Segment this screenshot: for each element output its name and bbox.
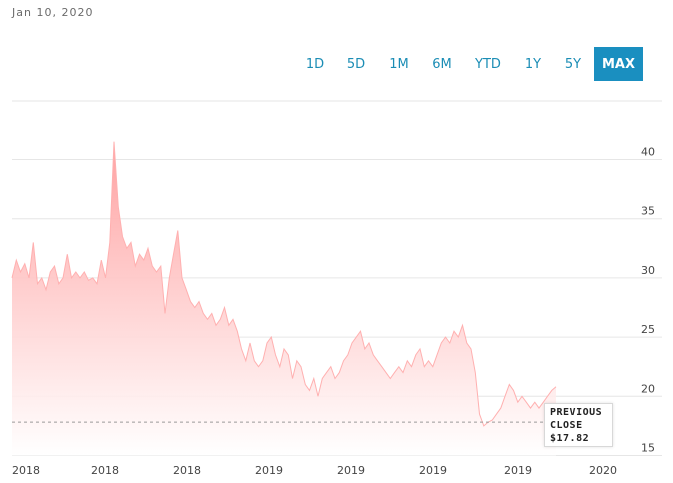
- y-axis-labels: 40 35 30 25 20 15: [641, 146, 655, 455]
- x-tick-label: 2018: [91, 464, 119, 477]
- price-area: [12, 141, 556, 456]
- y-tick-label: 15: [641, 442, 655, 455]
- tooltip-line2: CLOSE: [550, 420, 583, 431]
- x-tick-label: 2019: [337, 464, 365, 477]
- range-1d-button[interactable]: 1D: [305, 56, 325, 72]
- x-tick-label: 2019: [504, 464, 532, 477]
- tooltip-value: $17.82: [550, 433, 590, 444]
- previous-close-tooltip: PREVIOUS CLOSE $17.82: [544, 403, 613, 447]
- x-axis-labels: 2018 2018 2018 2019 2019 2019 2019 2020: [12, 464, 617, 477]
- price-line: [11, 141, 557, 427]
- x-tick-label: 2020: [589, 464, 617, 477]
- range-max-button[interactable]: MAX: [594, 47, 643, 81]
- range-5d-button[interactable]: 5D: [346, 56, 366, 72]
- range-5y-button[interactable]: 5Y: [564, 56, 582, 72]
- y-tick-label: 25: [641, 323, 655, 336]
- chart-date: Jan 10, 2020: [12, 6, 94, 19]
- tooltip-line1: PREVIOUS: [550, 407, 603, 418]
- x-tick-label: 2018: [173, 464, 201, 477]
- y-tick-label: 40: [641, 146, 655, 159]
- x-tick-label: 2018: [12, 464, 40, 477]
- range-6m-button[interactable]: 6M: [432, 56, 452, 72]
- x-tick-label: 2019: [255, 464, 283, 477]
- y-tick-label: 20: [641, 382, 655, 395]
- range-ytd-button[interactable]: YTD: [475, 56, 501, 72]
- range-1y-button[interactable]: 1Y: [524, 56, 542, 72]
- y-tick-label: 35: [641, 205, 655, 218]
- range-1m-button[interactable]: 1M: [389, 56, 409, 72]
- x-tick-label: 2019: [419, 464, 447, 477]
- y-tick-label: 30: [641, 264, 655, 277]
